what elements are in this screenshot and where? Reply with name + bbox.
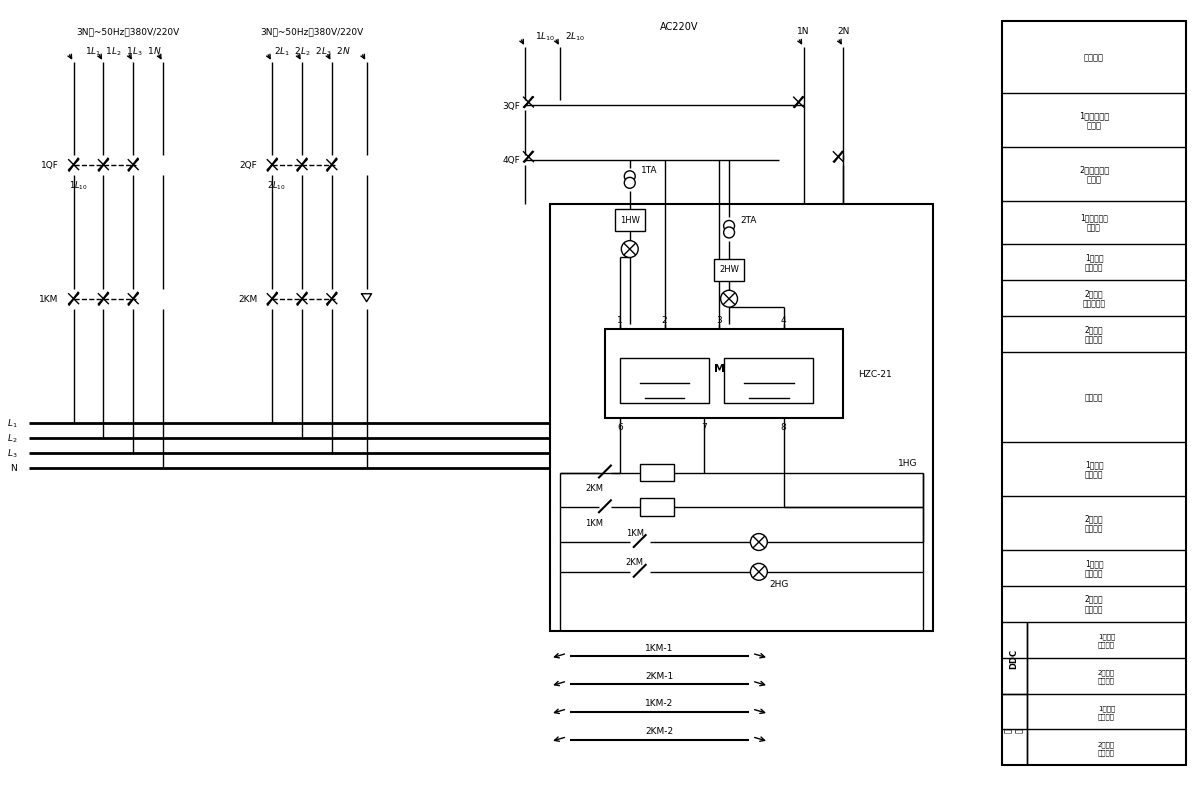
Text: 1KM: 1KM [39,295,58,304]
Text: 2HG: 2HG [769,580,788,589]
Text: HZC-21: HZC-21 [858,369,892,378]
Text: 1KM: 1KM [585,518,603,527]
Text: 2HW: 2HW [719,265,739,274]
Text: 2KM-1: 2KM-1 [645,671,673,680]
Text: $1L_{10}$: $1L_{10}$ [535,31,555,43]
Text: 1号电源
运行回路: 1号电源 运行回路 [1085,459,1104,479]
Bar [714,259,744,282]
Text: 1KM-1: 1KM-1 [645,643,673,652]
Text: 1KM: 1KM [647,468,665,478]
Text: 2N: 2N [837,27,850,36]
Text: $L_3$: $L_3$ [6,446,17,459]
Circle shape [751,534,768,551]
Text: 1号电源
运行反馈: 1号电源 运行反馈 [1098,633,1115,647]
Text: $2L_{10}$: $2L_{10}$ [565,31,585,43]
Text: 1号电源
运行指示: 1号电源 运行指示 [1085,558,1104,577]
Text: 3QF: 3QF [503,101,521,111]
Bar [615,210,645,232]
Text: 2: 2 [662,316,668,324]
Text: 2KM: 2KM [647,503,665,512]
Text: 3N、~50Hz、380V/220V: 3N、~50Hz、380V/220V [76,27,180,36]
Text: 2KM: 2KM [585,483,603,492]
Text: 1号电源
电源指示: 1号电源 电源指示 [1085,253,1104,272]
Text: 1号电源控制
断路器: 1号电源控制 断路器 [1079,111,1110,130]
Text: 2号电源
控制变压器: 2号电源 控制变压器 [1082,288,1106,308]
Text: 3: 3 [716,316,722,324]
Text: 2QF: 2QF [240,161,257,170]
Circle shape [625,172,635,182]
Text: 2KM: 2KM [626,558,644,567]
Circle shape [721,291,738,308]
Circle shape [621,242,638,259]
Text: 1TA: 1TA [641,166,658,175]
Text: AC220V: AC220V [660,22,699,31]
Text: 2号电源
运行反馈: 2号电源 运行反馈 [1098,669,1115,683]
Circle shape [625,178,635,189]
Bar [604,329,843,418]
Bar [1002,22,1186,765]
Circle shape [724,228,734,238]
Text: 7: 7 [701,423,707,432]
Bar [724,359,813,403]
Text: 转换模块: 转换模块 [1085,393,1104,402]
Text: 2号电源
运行反馈: 2号电源 运行反馈 [1098,740,1115,755]
Text: 4QF: 4QF [503,156,521,165]
Bar [551,205,932,632]
Text: $1L_1\ \ 1L_2\ \ 1L_3\ \ 1N$: $1L_1\ \ 1L_2\ \ 1L_3\ \ 1N$ [85,45,162,58]
Text: 1KM-2: 1KM-2 [645,699,673,707]
Bar [620,359,709,403]
Bar [640,499,675,516]
Circle shape [724,221,734,232]
Text: MK: MK [714,364,734,373]
Text: 1号电源
运行反馈: 1号电源 运行反馈 [1098,704,1115,719]
Text: 1HW: 1HW [620,215,640,225]
Text: 3N、~50Hz、380V/220V: 3N、~50Hz、380V/220V [260,27,364,36]
Circle shape [751,564,768,581]
Text: 1HG: 1HG [898,459,918,467]
Text: 2号电源控制
断路器: 2号电源控制 断路器 [1079,165,1110,184]
Text: DDC: DDC [1010,648,1019,668]
Text: $1L_{10}$: $1L_{10}$ [69,179,88,192]
Text: 2号电源
运行回路: 2号电源 运行回路 [1085,513,1104,532]
Text: $2L_1\ \ 2L_2\ \ 2L_3\ \ 2N$: $2L_1\ \ 2L_2\ \ 2L_3\ \ 2N$ [274,45,350,58]
Bar [640,464,675,482]
Text: 1KM: 1KM [626,528,644,537]
Text: N: N [11,463,17,472]
Text: 2号电源
运行指示: 2号电源 运行指示 [1085,594,1104,613]
Text: 控
制: 控 制 [1005,728,1024,732]
Text: $L_1$: $L_1$ [6,417,17,430]
Text: $2L_{10}$: $2L_{10}$ [267,179,286,192]
Text: 2KM-2: 2KM-2 [646,726,673,736]
Text: 1N: 1N [797,27,809,36]
Text: 2号电源
电源指示: 2号电源 电源指示 [1085,324,1104,344]
Text: 1: 1 [617,316,622,324]
Text: 6: 6 [617,423,622,432]
Text: 1QF: 1QF [41,161,58,170]
Text: 4: 4 [781,316,787,324]
Text: 2KM: 2KM [238,295,257,304]
Text: 2TA: 2TA [740,215,757,225]
Text: $L_2$: $L_2$ [7,432,17,444]
Text: 控制电源: 控制电源 [1084,53,1104,62]
Text: 8: 8 [781,423,787,432]
Text: 1号电源控制
变压器: 1号电源控制 变压器 [1080,213,1109,233]
